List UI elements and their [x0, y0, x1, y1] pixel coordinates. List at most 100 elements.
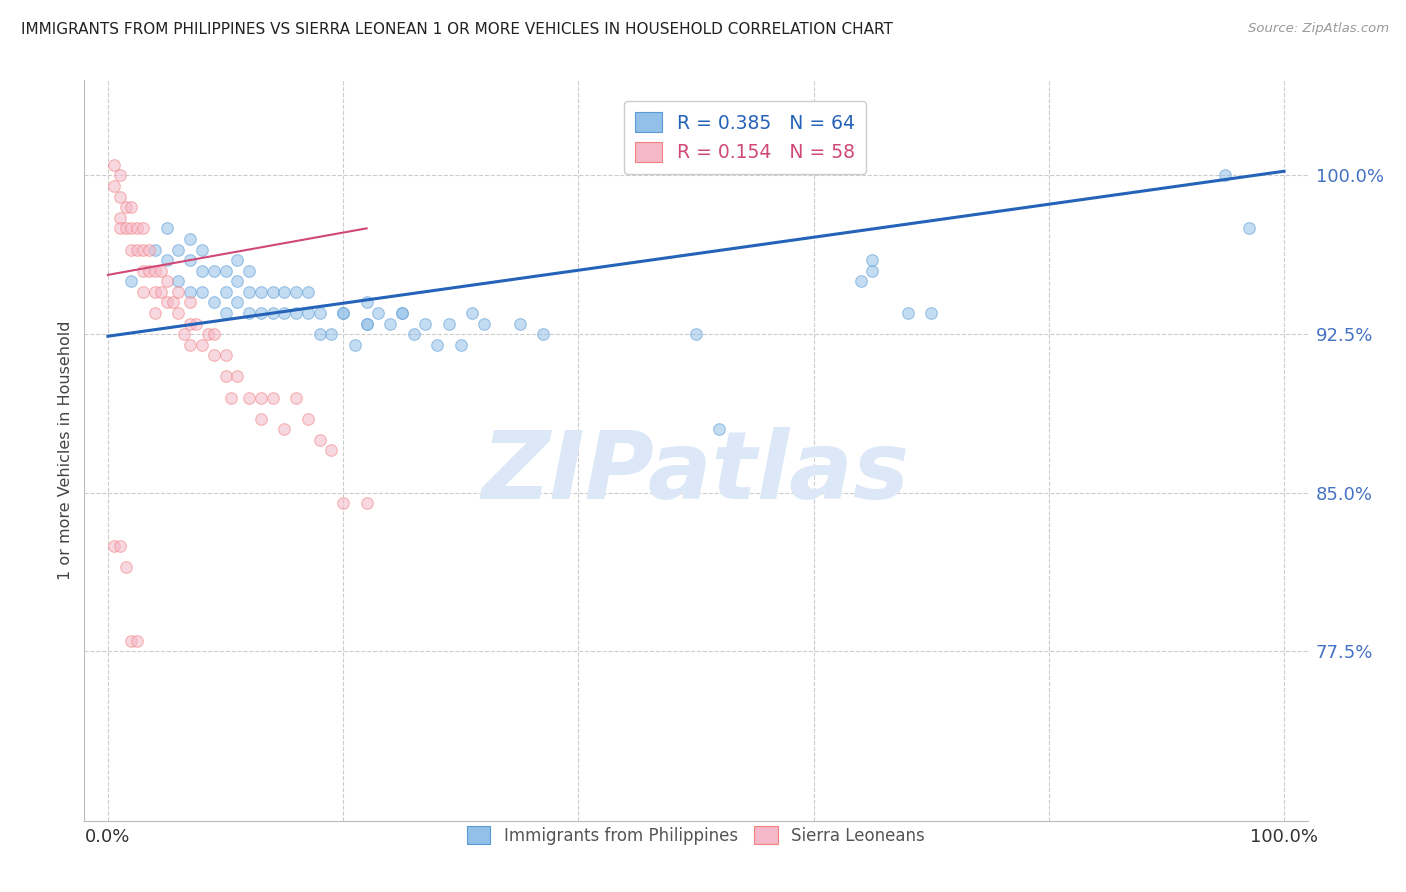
- Point: [226, 295, 249, 310]
- Point: [437, 317, 460, 331]
- Point: [709, 422, 731, 436]
- Point: [179, 253, 201, 268]
- Point: [402, 327, 425, 342]
- Point: [273, 285, 295, 299]
- Point: [191, 263, 214, 277]
- Point: [179, 285, 201, 299]
- Point: [920, 306, 942, 320]
- Point: [461, 306, 484, 320]
- Point: [114, 221, 136, 235]
- Point: [167, 285, 190, 299]
- Point: [285, 285, 308, 299]
- Point: [132, 221, 155, 235]
- Point: [332, 306, 354, 320]
- Point: [321, 443, 343, 458]
- Point: [108, 169, 131, 183]
- Point: [202, 327, 225, 342]
- Point: [127, 633, 149, 648]
- Point: [415, 317, 437, 331]
- Point: [262, 306, 284, 320]
- Point: [685, 327, 707, 342]
- Point: [156, 253, 179, 268]
- Point: [238, 285, 260, 299]
- Point: [214, 369, 236, 384]
- Point: [391, 306, 413, 320]
- Point: [202, 295, 225, 310]
- Point: [127, 243, 149, 257]
- Text: ZIPatlas: ZIPatlas: [482, 426, 910, 518]
- Point: [343, 337, 366, 351]
- Point: [103, 539, 125, 553]
- Point: [226, 253, 249, 268]
- Point: [356, 317, 378, 331]
- Point: [356, 496, 378, 510]
- Point: [179, 295, 201, 310]
- Point: [262, 285, 284, 299]
- Point: [897, 306, 920, 320]
- Point: [214, 263, 236, 277]
- Point: [273, 422, 295, 436]
- Point: [860, 253, 883, 268]
- Point: [132, 243, 155, 257]
- Point: [308, 433, 330, 447]
- Point: [191, 243, 214, 257]
- Point: [179, 232, 201, 246]
- Point: [138, 263, 160, 277]
- Point: [108, 221, 131, 235]
- Point: [167, 243, 190, 257]
- Point: [308, 327, 330, 342]
- Point: [120, 274, 142, 288]
- Point: [226, 274, 249, 288]
- Point: [120, 243, 142, 257]
- Point: [249, 391, 271, 405]
- Point: [162, 295, 184, 310]
- Point: [238, 306, 260, 320]
- Point: [120, 633, 142, 648]
- Point: [297, 306, 319, 320]
- Point: [108, 539, 131, 553]
- Point: [114, 559, 136, 574]
- Point: [197, 327, 219, 342]
- Point: [149, 285, 172, 299]
- Point: [332, 496, 354, 510]
- Point: [108, 211, 131, 225]
- Point: [297, 411, 319, 425]
- Point: [380, 317, 402, 331]
- Point: [531, 327, 554, 342]
- Point: [297, 285, 319, 299]
- Point: [132, 263, 155, 277]
- Point: [103, 179, 125, 194]
- Point: [114, 200, 136, 214]
- Point: [238, 391, 260, 405]
- Point: [167, 306, 190, 320]
- Point: [143, 306, 166, 320]
- Point: [249, 285, 271, 299]
- Point: [156, 274, 179, 288]
- Point: [1213, 169, 1236, 183]
- Point: [356, 295, 378, 310]
- Point: [179, 317, 201, 331]
- Point: [143, 285, 166, 299]
- Point: [179, 337, 201, 351]
- Point: [472, 317, 495, 331]
- Point: [214, 285, 236, 299]
- Point: [127, 221, 149, 235]
- Point: [167, 274, 190, 288]
- Point: [356, 317, 378, 331]
- Point: [860, 263, 883, 277]
- Point: [214, 348, 236, 362]
- Point: [132, 285, 155, 299]
- Text: Source: ZipAtlas.com: Source: ZipAtlas.com: [1249, 22, 1389, 36]
- Point: [120, 221, 142, 235]
- Point: [849, 274, 872, 288]
- Point: [202, 348, 225, 362]
- Point: [450, 337, 472, 351]
- Legend: Immigrants from Philippines, Sierra Leoneans: Immigrants from Philippines, Sierra Leon…: [458, 818, 934, 853]
- Point: [103, 158, 125, 172]
- Point: [273, 306, 295, 320]
- Point: [391, 306, 413, 320]
- Point: [173, 327, 195, 342]
- Point: [143, 243, 166, 257]
- Point: [238, 263, 260, 277]
- Point: [308, 306, 330, 320]
